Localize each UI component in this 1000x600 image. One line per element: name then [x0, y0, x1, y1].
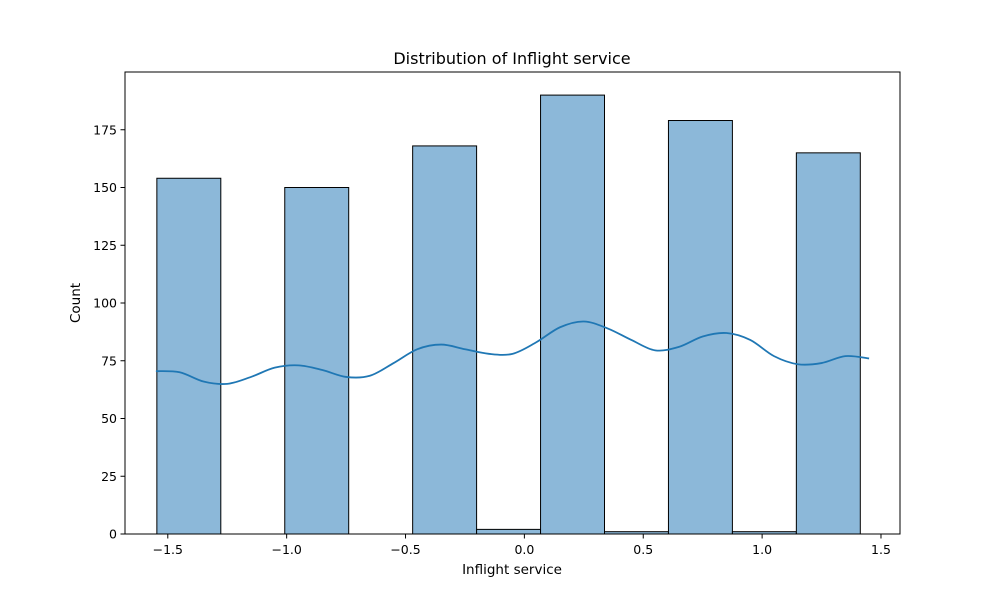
- x-tick-label: −1.5: [153, 542, 183, 557]
- histogram-bar: [284, 187, 350, 535]
- x-tick-label: 0.5: [633, 542, 653, 557]
- y-tick-label: 175: [93, 122, 117, 137]
- histogram-bar: [156, 177, 222, 535]
- y-tick-label: 100: [93, 296, 117, 311]
- histogram-bar: [795, 152, 861, 535]
- y-tick-label: 125: [93, 238, 117, 253]
- histogram-bar: [412, 145, 478, 535]
- y-axis-label: Count: [68, 283, 84, 323]
- x-tick-label: −1.0: [271, 542, 301, 557]
- chart-title: Distribution of Inflight service: [393, 49, 630, 68]
- histogram-bar: [667, 120, 733, 535]
- kde-curve: [155, 320, 870, 385]
- x-tick-label: 1.0: [752, 542, 772, 557]
- x-tick-label: 1.5: [871, 542, 891, 557]
- kde-curve-group: [155, 320, 870, 385]
- x-axis-ticks: −1.5 −1.0 −0.5 0.0 0.5 1.0 1.5: [153, 534, 891, 557]
- x-tick-label: 0.0: [514, 542, 534, 557]
- y-tick-label: 50: [101, 411, 117, 426]
- x-axis-label: Inflight service: [462, 562, 562, 578]
- y-tick-label: 150: [93, 180, 117, 195]
- histogram-bar: [476, 528, 542, 535]
- x-tick-label: −0.5: [390, 542, 420, 557]
- histogram-bar: [540, 94, 606, 535]
- histogram-bars: [156, 94, 861, 535]
- y-axis-ticks: 0 25 50 75 100 125 150 175: [93, 122, 125, 542]
- y-tick-label: 25: [101, 469, 117, 484]
- y-tick-label: 75: [101, 353, 117, 368]
- y-tick-label: 0: [109, 527, 117, 542]
